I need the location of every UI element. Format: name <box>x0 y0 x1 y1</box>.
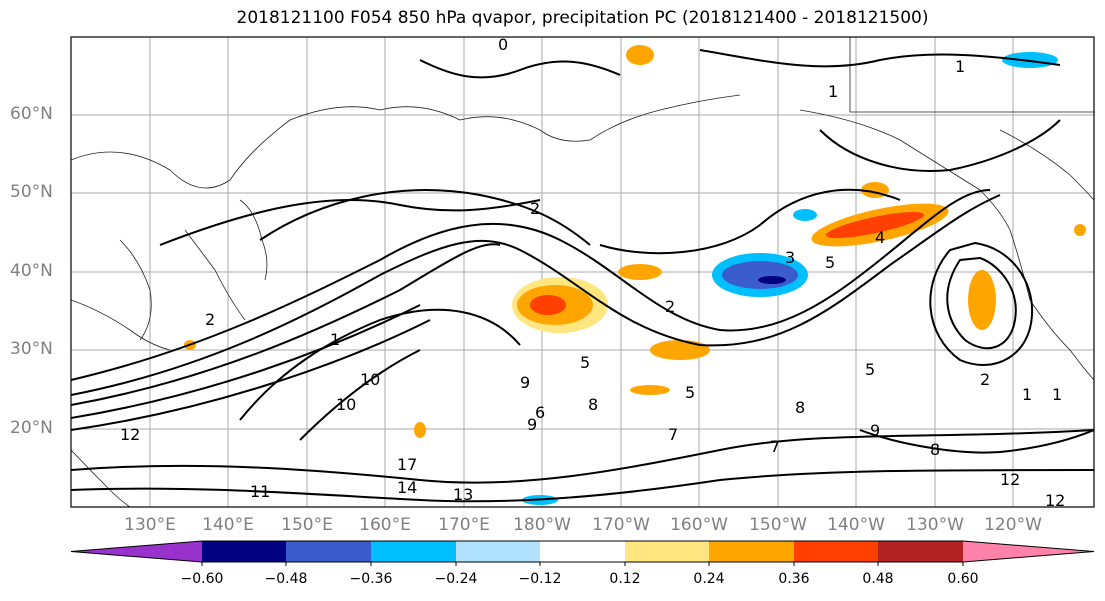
colorbar-tick-label: 0.48 <box>862 571 894 587</box>
colorbar-segment <box>456 541 540 562</box>
lat-label: 20°N <box>10 418 53 438</box>
colorbar-tick-label: −0.36 <box>349 571 393 587</box>
colorbar-segment <box>71 541 202 562</box>
contour-label: 2 <box>665 297 675 316</box>
lon-label: 160°W <box>670 515 728 535</box>
colorbar-segment <box>202 541 286 562</box>
contour-label: 5 <box>580 353 590 372</box>
coastlines <box>71 37 1094 507</box>
lon-label: 170°W <box>592 515 650 535</box>
contour-label: 17 <box>397 455 417 474</box>
contour-label: 11 <box>250 482 270 501</box>
colorbar-tick-label: 0.60 <box>947 571 979 587</box>
lat-label: 40°N <box>10 261 53 281</box>
colorbar-tick-label: 0.24 <box>693 571 725 587</box>
contour-label: 8 <box>930 440 940 459</box>
lat-label: 50°N <box>10 182 53 202</box>
contour-label: 4 <box>875 228 885 247</box>
lon-label: 130°E <box>124 515 176 535</box>
contour-label: 2 <box>205 310 215 329</box>
contour-label: 13 <box>453 485 473 504</box>
lon-label: 130°W <box>906 515 964 535</box>
lat-label: 30°N <box>10 339 53 359</box>
contour-label: 7 <box>770 437 780 456</box>
colorbar-segment <box>709 541 794 562</box>
colorbar-segment <box>794 541 878 562</box>
colorbar-tick-label: −0.12 <box>518 571 562 587</box>
lon-label: 140°W <box>827 515 885 535</box>
map-title: 2018121100 F054 850 hPa qvapor, precipit… <box>236 8 929 28</box>
contour-label: 8 <box>795 398 805 417</box>
lon-label: 180°W <box>513 515 571 535</box>
contour-label: 8 <box>588 395 598 414</box>
contour-label: 9 <box>527 415 537 434</box>
colorbar <box>70 540 1095 566</box>
contour-label: 0 <box>498 35 508 54</box>
colorbar-segment <box>878 541 963 562</box>
contour-label: 3 <box>785 248 795 267</box>
contour-label: 1 <box>828 82 838 101</box>
colorbar-segment <box>540 541 625 562</box>
contour-label: 12 <box>1000 470 1020 489</box>
lon-label: 120°W <box>984 515 1042 535</box>
colorbar-segment <box>625 541 709 562</box>
contour-label: 12 <box>120 425 140 444</box>
colorbar-segment <box>963 541 1094 562</box>
lon-label: 150°E <box>281 515 333 535</box>
lon-label: 170°E <box>438 515 490 535</box>
contour-label: 1 <box>1022 385 1032 404</box>
contour-label: 6 <box>535 403 545 422</box>
contour-label: 5 <box>865 360 875 379</box>
map-frame <box>70 36 1095 508</box>
contour-labels: 0 1 1 2 2 2 3 4 5 5 5 5 1 7 7 9 9 6 8 8 … <box>120 35 1065 510</box>
contour-label: 7 <box>668 425 678 444</box>
contour-label: 10 <box>360 370 380 389</box>
contour-label: 12 <box>1045 491 1065 510</box>
contour-label: 1 <box>330 330 340 349</box>
contour-label: 1 <box>1052 385 1062 404</box>
colorbar-tick-label: −0.24 <box>434 571 478 587</box>
lon-label: 140°E <box>202 515 254 535</box>
contour-label: 2 <box>530 199 540 218</box>
contour-label: 10 <box>336 395 356 414</box>
colorbar-tick-label: 0.36 <box>778 571 810 587</box>
colorbar-tick-label: −0.48 <box>264 571 308 587</box>
moisture-contours <box>71 49 1094 503</box>
contour-label: 1 <box>955 57 965 76</box>
contour-label: 5 <box>685 383 695 402</box>
contour-label: 9 <box>520 373 530 392</box>
contour-label: 2 <box>980 370 990 389</box>
lat-label: 60°N <box>10 104 53 124</box>
colorbar-segment <box>286 541 371 562</box>
lon-label: 150°W <box>749 515 807 535</box>
contour-label: 5 <box>825 253 835 272</box>
colorbar-tick-label: −0.60 <box>180 571 224 587</box>
contour-label: 9 <box>870 421 880 440</box>
lon-label: 160°E <box>359 515 411 535</box>
colorbar-tick-label: 0.12 <box>609 571 641 587</box>
contour-label: 14 <box>397 478 417 497</box>
colorbar-segment <box>371 541 456 562</box>
